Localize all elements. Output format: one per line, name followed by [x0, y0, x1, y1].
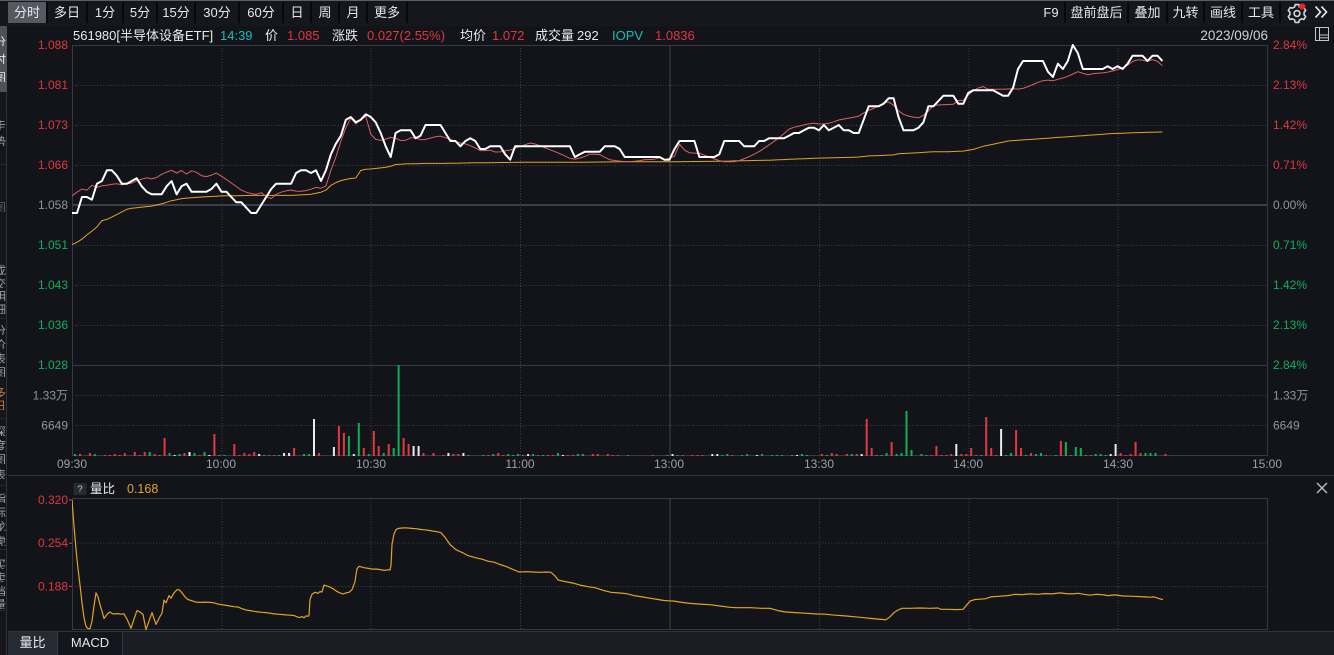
svg-text:1.081: 1.081	[38, 78, 68, 92]
svg-text:1.043: 1.043	[38, 278, 68, 292]
svg-text:1.088: 1.088	[38, 38, 68, 52]
svg-text:1.051: 1.051	[38, 238, 68, 252]
svg-text:15:00: 15:00	[1252, 457, 1282, 471]
svg-text:0.188: 0.188	[38, 579, 68, 593]
svg-text:0.168: 0.168	[127, 482, 158, 496]
svg-text:09:30: 09:30	[57, 457, 87, 471]
svg-text:1.42%: 1.42%	[1273, 278, 1307, 292]
svg-text:2.13%: 2.13%	[1273, 318, 1307, 332]
svg-text:0.71%: 0.71%	[1273, 158, 1307, 172]
svg-text:1.058: 1.058	[38, 198, 68, 212]
svg-text:0.254: 0.254	[38, 536, 68, 550]
svg-text:6649: 6649	[1273, 419, 1300, 433]
svg-text:0.320: 0.320	[38, 493, 68, 507]
svg-text:1.028: 1.028	[38, 358, 68, 372]
svg-text:2.13%: 2.13%	[1273, 78, 1307, 92]
svg-text:13:00: 13:00	[654, 457, 684, 471]
svg-text:?: ?	[77, 484, 82, 495]
svg-text:6649: 6649	[41, 419, 68, 433]
svg-text:11:00: 11:00	[505, 457, 534, 471]
svg-text:10:30: 10:30	[356, 457, 386, 471]
svg-text:1.073: 1.073	[38, 118, 68, 132]
svg-text:13:30: 13:30	[804, 457, 834, 471]
svg-text:1.33万: 1.33万	[1273, 389, 1308, 403]
svg-text:2.84%: 2.84%	[1273, 38, 1307, 52]
svg-text:14:00: 14:00	[953, 457, 983, 471]
svg-text:量比: 量比	[90, 482, 115, 496]
svg-text:0.71%: 0.71%	[1273, 238, 1307, 252]
svg-text:10:00: 10:00	[206, 457, 236, 471]
svg-text:1.33万: 1.33万	[33, 389, 68, 403]
svg-text:14:30: 14:30	[1103, 457, 1133, 471]
svg-text:1.066: 1.066	[38, 158, 68, 172]
svg-text:1.036: 1.036	[38, 318, 68, 332]
svg-text:1.42%: 1.42%	[1273, 118, 1307, 132]
svg-text:2.84%: 2.84%	[1273, 358, 1307, 372]
svg-text:0.00%: 0.00%	[1273, 198, 1307, 212]
